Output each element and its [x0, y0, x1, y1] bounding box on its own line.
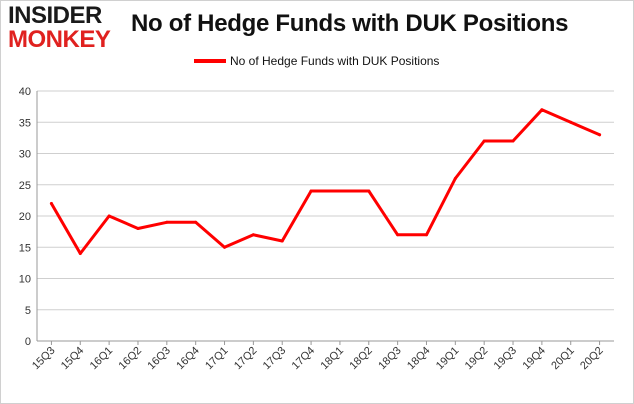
- data-point: [78, 252, 82, 255]
- x-tick-label: 16Q2: [117, 345, 145, 373]
- x-tick-label: 20Q2: [578, 345, 606, 373]
- data-point: [511, 139, 515, 143]
- x-tick-label: 15Q3: [30, 345, 58, 373]
- legend-swatch: [194, 59, 226, 63]
- data-point: [223, 245, 227, 249]
- y-tick-label: 15: [19, 242, 31, 254]
- data-point: [453, 177, 457, 180]
- data-point: [49, 202, 53, 205]
- x-tick-label: 17Q4: [290, 345, 318, 373]
- y-tick-label: 35: [19, 117, 31, 129]
- data-point: [136, 227, 140, 230]
- x-tick-label: 16Q1: [88, 345, 116, 373]
- data-point: [107, 214, 111, 218]
- logo-line-insider: INSIDER: [8, 2, 102, 29]
- y-tick-label: 20: [19, 211, 31, 223]
- data-point: [338, 189, 342, 193]
- data-point: [367, 189, 371, 193]
- x-tick-label: 19Q1: [434, 345, 462, 373]
- x-tick-label: 17Q3: [261, 345, 289, 373]
- logo-line-monkey: MONKEY: [8, 26, 111, 53]
- x-tick-label: 19Q4: [520, 345, 548, 373]
- data-point: [194, 220, 198, 224]
- y-tick-label: 40: [19, 86, 31, 98]
- x-tick-label: 18Q1: [319, 345, 347, 373]
- y-tick-labels: 0 5 10 15 20 25 30 35 40: [19, 86, 31, 348]
- x-tick-label: 18Q3: [376, 345, 404, 373]
- chart-legend: No of Hedge Funds with DUK Positions: [194, 54, 439, 68]
- x-tick-label: 17Q2: [232, 345, 260, 373]
- insider-monkey-logo: INSIDER MONKEY: [8, 4, 118, 52]
- x-tick-label: 18Q2: [347, 345, 375, 373]
- x-tick-label: 19Q3: [492, 345, 520, 373]
- x-tick-label: 18Q4: [405, 345, 433, 373]
- series-line: [49, 108, 602, 255]
- y-tick-label: 25: [19, 180, 31, 192]
- data-point: [540, 108, 544, 112]
- x-tick-label: 20Q1: [549, 345, 577, 373]
- y-tick-label: 10: [19, 274, 31, 286]
- series-lines: [49, 108, 602, 255]
- y-tick-label: 0: [25, 336, 31, 348]
- data-point: [482, 139, 486, 143]
- x-tick-label: 17Q1: [203, 345, 231, 373]
- x-tick-label: 16Q4: [174, 345, 202, 373]
- data-point: [424, 233, 428, 237]
- x-tick-label: 15Q4: [59, 345, 87, 373]
- data-point: [165, 220, 169, 224]
- data-point: [569, 120, 573, 124]
- data-point: [280, 239, 284, 243]
- x-tick-labels: 15Q3 15Q4 16Q1 16Q2 16Q3 16Q4 17Q1 17Q2 17Q3 17Q4…: [30, 345, 606, 373]
- x-tick-label: 19Q2: [463, 345, 491, 373]
- x-tick-label: 16Q3: [145, 345, 173, 373]
- chart-title: No of Hedge Funds with DUK Positions: [131, 10, 569, 37]
- data-point: [598, 133, 602, 137]
- legend-label: No of Hedge Funds with DUK Positions: [230, 54, 440, 68]
- data-point: [309, 189, 313, 193]
- axes: [36, 91, 614, 345]
- y-tick-label: 5: [25, 305, 31, 317]
- grid-lines: [37, 90, 614, 311]
- y-tick-label: 30: [19, 149, 31, 161]
- data-point: [251, 233, 255, 237]
- data-point: [396, 233, 400, 237]
